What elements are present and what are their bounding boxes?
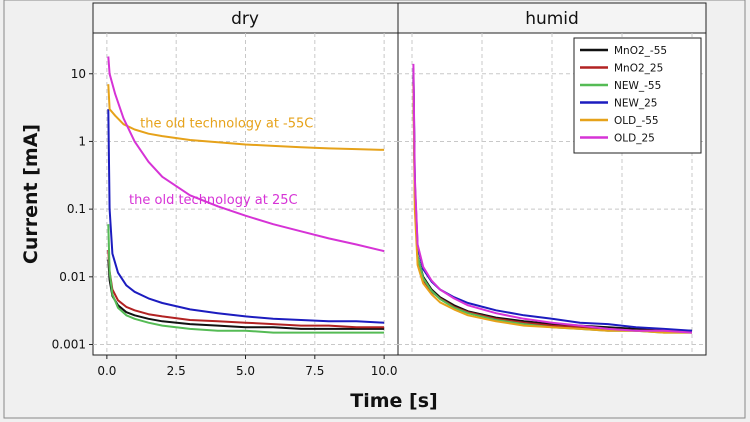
series-lines [107, 56, 693, 334]
panel-title-dry: dry [231, 9, 259, 29]
series-line-OLD_-55-dry [107, 84, 385, 151]
annotation-old-25: the old technology at 25C [129, 193, 298, 208]
axis-ticks: 0.0 2.5 5.0 7.5 10.0 10 1 0.1 0.01 0.001 [52, 67, 398, 378]
x-tick-label: 7.5 [305, 364, 324, 378]
panel-title-humid: humid [525, 9, 579, 29]
series-line-MnO2_25-dry [107, 249, 385, 329]
y-tick-label: 0.1 [67, 202, 86, 216]
legend-label: OLD_25 [614, 133, 655, 145]
y-tick-label: 0.01 [59, 270, 86, 284]
series-line-NEW_25-dry [107, 109, 385, 324]
y-tick-label: 0.001 [52, 338, 86, 352]
legend-box [573, 37, 702, 154]
grid [93, 33, 706, 355]
legend-label: MnO2_25 [614, 63, 663, 75]
x-tick-label: 2.5 [167, 364, 186, 378]
legend-label: OLD_-55 [614, 115, 659, 127]
legend-label: MnO2_-55 [614, 45, 667, 57]
y-tick-label: 10 [71, 67, 86, 81]
humid-strip [397, 2, 707, 34]
y-tick-label: 1 [78, 134, 86, 148]
legend-label: NEW_-55 [614, 80, 661, 92]
x-tick-label: 10.0 [371, 364, 398, 378]
annotation-old-minus55: the old technology at -55C [140, 117, 313, 132]
series-line-OLD_25-dry [107, 56, 385, 253]
x-axis-label: Time [s] [350, 390, 437, 412]
x-tick-label: 0.0 [97, 364, 116, 378]
series-line-OLD_25-humid [412, 63, 693, 334]
x-tick-label: 5.0 [236, 364, 255, 378]
legend: MnO2_-55 MnO2_25 NEW_-55 NEW_25 OLD_-55 OLD_2… [573, 37, 702, 154]
y-axis-label: Current [mA] [20, 124, 42, 264]
series-line-NEW_-55-dry [107, 224, 385, 334]
legend-label: NEW_25 [614, 98, 657, 110]
